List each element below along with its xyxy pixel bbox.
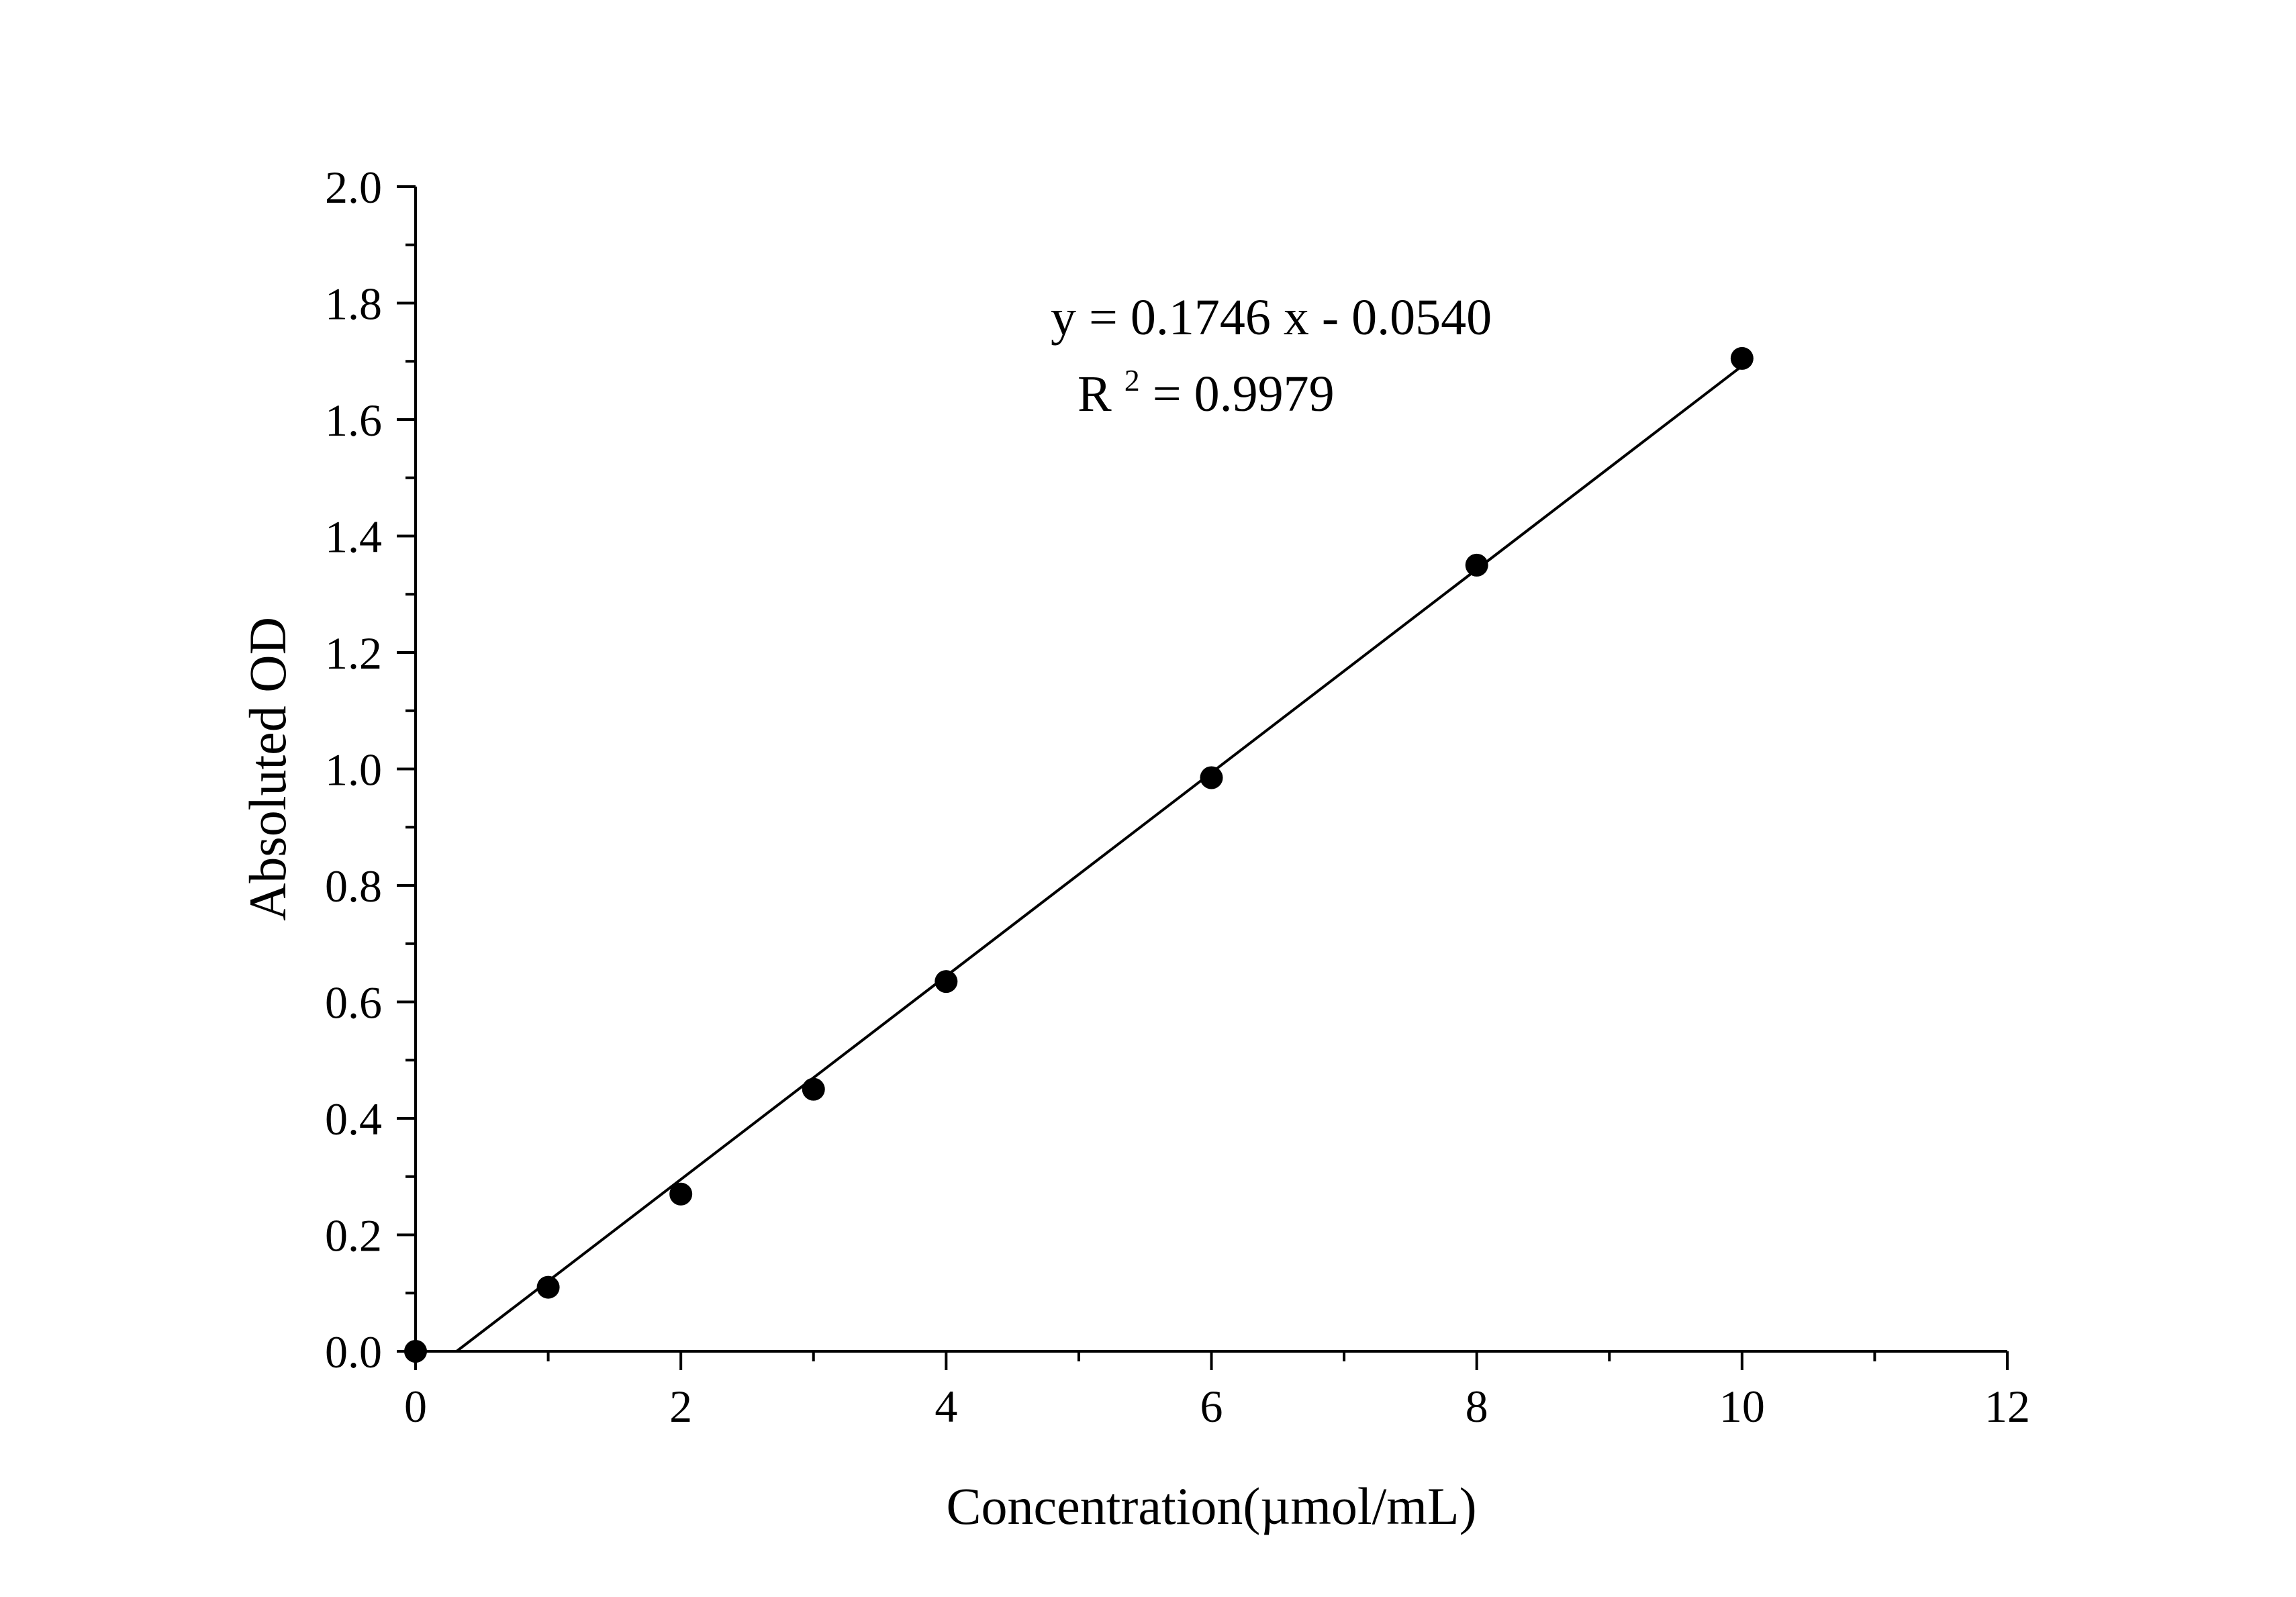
regression-fit-line (456, 365, 1743, 1353)
y-tick-label: 1.2 (325, 628, 382, 679)
x-tick-label: 4 (935, 1381, 957, 1432)
x-tick-label: 6 (1200, 1381, 1223, 1432)
data-point (935, 970, 958, 994)
data-point (1465, 553, 1488, 577)
x-tick-label: 0 (404, 1381, 427, 1432)
fit-line-layer (456, 365, 1743, 1353)
r-squared-value: = 0.9979 (1153, 366, 1335, 422)
x-tick-label: 2 (669, 1381, 692, 1432)
data-point (1200, 766, 1223, 789)
regression-equation: y = 0.1746 x - 0.0540 (1051, 289, 1492, 346)
data-point (536, 1275, 560, 1299)
data-points-layer (404, 346, 1754, 1363)
y-tick-label: 1.8 (325, 279, 382, 330)
y-tick-label: 1.0 (325, 744, 382, 795)
data-point (1730, 346, 1754, 370)
x-tick-label: 8 (1466, 1381, 1488, 1432)
y-tick-label: 0.4 (325, 1094, 382, 1145)
y-tick-label: 1.4 (325, 512, 382, 563)
data-point (802, 1077, 825, 1101)
y-tick-label: 1.6 (325, 395, 382, 446)
x-axis-title: Concentration(µmol/mL) (946, 1477, 1476, 1535)
y-tick-label: 0.8 (325, 861, 382, 912)
y-tick-label: 0.2 (325, 1210, 382, 1261)
r-squared-annotation: R 2 = 0.9979 (1078, 346, 1335, 422)
r-squared-symbol: R (1078, 366, 1112, 422)
x-tick-label: 10 (1719, 1381, 1765, 1432)
y-tick-label: 0.0 (325, 1326, 382, 1377)
y-axis-title: Absoluted OD (238, 617, 297, 921)
y-axis-ticks: 0.0 0.2 0.4 0.6 0.8 1.0 1.2 1.4 1.6 1.8 2.0 (325, 162, 416, 1377)
y-tick-label: 0.6 (325, 977, 382, 1028)
x-axis-ticks: 0 2 4 6 8 10 12 (404, 1351, 2030, 1432)
r-squared-superscript: 2 (1125, 363, 1140, 397)
y-tick-label: 2.0 (325, 162, 382, 213)
data-point (669, 1182, 693, 1206)
x-tick-label: 12 (1984, 1381, 2030, 1432)
